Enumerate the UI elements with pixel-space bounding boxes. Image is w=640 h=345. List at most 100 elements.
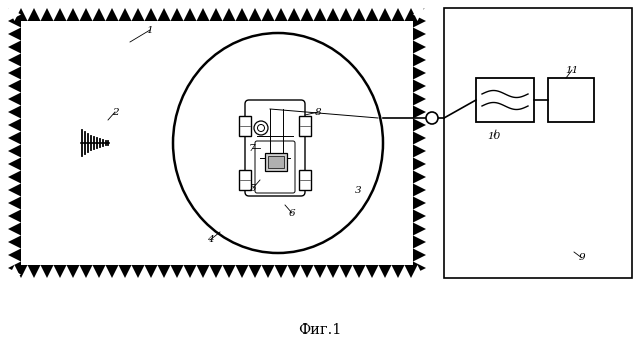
Circle shape — [257, 125, 264, 131]
Polygon shape — [372, 8, 385, 21]
Polygon shape — [320, 265, 333, 278]
Polygon shape — [99, 8, 112, 21]
Polygon shape — [424, 265, 437, 278]
Polygon shape — [242, 265, 255, 278]
Circle shape — [254, 121, 268, 135]
Polygon shape — [413, 255, 426, 268]
Polygon shape — [413, 203, 426, 216]
Polygon shape — [307, 265, 320, 278]
Polygon shape — [268, 8, 281, 21]
Polygon shape — [203, 265, 216, 278]
Text: Фиг.1: Фиг.1 — [298, 323, 342, 337]
Polygon shape — [164, 265, 177, 278]
Polygon shape — [8, 125, 21, 138]
Polygon shape — [8, 99, 21, 112]
Polygon shape — [8, 190, 21, 203]
Polygon shape — [281, 265, 294, 278]
Polygon shape — [413, 164, 426, 177]
Polygon shape — [413, 112, 426, 125]
FancyBboxPatch shape — [245, 100, 305, 196]
Polygon shape — [359, 265, 372, 278]
Polygon shape — [216, 8, 229, 21]
Text: 1: 1 — [147, 26, 154, 34]
Polygon shape — [60, 265, 73, 278]
Polygon shape — [73, 8, 86, 21]
Polygon shape — [164, 8, 177, 21]
Bar — [239, 170, 251, 190]
Polygon shape — [8, 229, 21, 242]
Polygon shape — [411, 265, 424, 278]
Polygon shape — [8, 8, 21, 21]
Polygon shape — [413, 177, 426, 190]
Polygon shape — [8, 203, 21, 216]
Polygon shape — [151, 8, 164, 21]
Polygon shape — [8, 268, 21, 281]
Polygon shape — [8, 34, 21, 47]
Polygon shape — [307, 8, 320, 21]
Polygon shape — [177, 265, 190, 278]
Polygon shape — [413, 21, 426, 34]
Polygon shape — [8, 138, 21, 151]
Bar — [444, 8, 632, 278]
Polygon shape — [229, 265, 242, 278]
Polygon shape — [47, 265, 60, 278]
Text: 4: 4 — [207, 236, 213, 245]
Polygon shape — [255, 8, 268, 21]
Polygon shape — [333, 265, 346, 278]
Polygon shape — [99, 265, 112, 278]
Polygon shape — [8, 60, 21, 73]
Polygon shape — [8, 8, 21, 21]
Bar — [265, 153, 287, 171]
Polygon shape — [413, 268, 426, 281]
Polygon shape — [177, 8, 190, 21]
Polygon shape — [372, 265, 385, 278]
Text: 7: 7 — [249, 144, 255, 152]
Polygon shape — [8, 151, 21, 164]
Polygon shape — [413, 47, 426, 60]
Polygon shape — [413, 125, 426, 138]
Polygon shape — [413, 216, 426, 229]
Polygon shape — [255, 265, 268, 278]
Polygon shape — [413, 34, 426, 47]
Text: 2: 2 — [112, 108, 118, 117]
Bar — [268, 156, 284, 168]
Text: 5: 5 — [250, 184, 256, 193]
Polygon shape — [385, 265, 398, 278]
Polygon shape — [21, 265, 34, 278]
Bar — [239, 116, 251, 136]
Polygon shape — [8, 73, 21, 86]
Polygon shape — [413, 60, 426, 73]
Polygon shape — [8, 255, 21, 268]
Polygon shape — [281, 8, 294, 21]
FancyBboxPatch shape — [255, 141, 295, 193]
Polygon shape — [413, 86, 426, 99]
Polygon shape — [151, 265, 164, 278]
Polygon shape — [8, 112, 21, 125]
Polygon shape — [216, 265, 229, 278]
Polygon shape — [398, 8, 411, 21]
Polygon shape — [411, 8, 424, 21]
Text: 8: 8 — [315, 108, 321, 117]
Polygon shape — [8, 216, 21, 229]
Polygon shape — [294, 8, 307, 21]
Polygon shape — [413, 8, 426, 21]
Bar — [299, 116, 311, 136]
Text: 6: 6 — [289, 208, 295, 217]
Polygon shape — [413, 229, 426, 242]
Polygon shape — [413, 242, 426, 255]
Polygon shape — [8, 177, 21, 190]
Polygon shape — [8, 242, 21, 255]
Polygon shape — [138, 8, 151, 21]
Polygon shape — [320, 8, 333, 21]
Polygon shape — [385, 8, 398, 21]
Polygon shape — [229, 8, 242, 21]
Polygon shape — [60, 8, 73, 21]
Polygon shape — [268, 265, 281, 278]
Text: 9: 9 — [579, 254, 586, 263]
Polygon shape — [413, 151, 426, 164]
Bar — [21, 21, 413, 265]
Text: 11: 11 — [565, 66, 579, 75]
Polygon shape — [138, 265, 151, 278]
Polygon shape — [8, 86, 21, 99]
Polygon shape — [34, 8, 47, 21]
